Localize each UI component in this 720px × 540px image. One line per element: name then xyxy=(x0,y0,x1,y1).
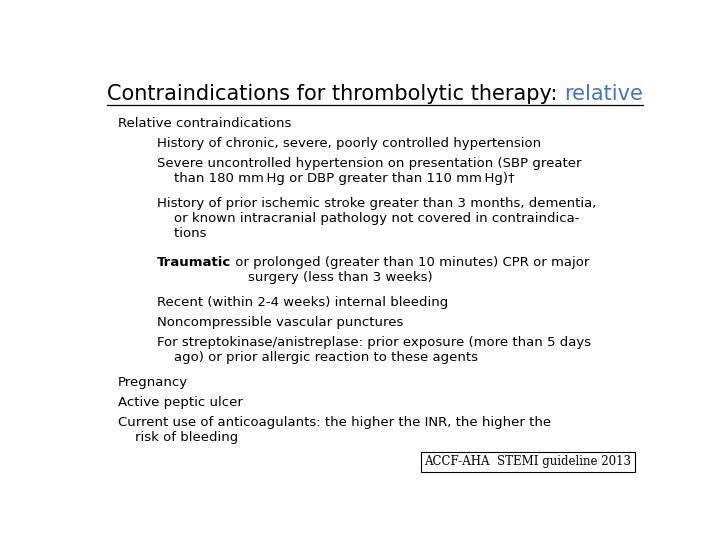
Text: Traumatic: Traumatic xyxy=(157,256,231,269)
Text: ACCF-AHA  STEMI guideline 2013: ACCF-AHA STEMI guideline 2013 xyxy=(424,455,631,468)
Text: History of prior ischemic stroke greater than 3 months, dementia,
    or known i: History of prior ischemic stroke greater… xyxy=(157,197,596,240)
Text: Severe uncontrolled hypertension on presentation (SBP greater
    than 180 mm Hg: Severe uncontrolled hypertension on pres… xyxy=(157,157,582,185)
Text: Recent (within 2-4 weeks) internal bleeding: Recent (within 2-4 weeks) internal bleed… xyxy=(157,296,449,309)
Text: For streptokinase/anistreplase: prior exposure (more than 5 days
    ago) or pri: For streptokinase/anistreplase: prior ex… xyxy=(157,336,591,365)
Text: or prolonged (greater than 10 minutes) CPR or major
    surgery (less than 3 wee: or prolonged (greater than 10 minutes) C… xyxy=(231,256,590,285)
Text: relative: relative xyxy=(564,84,643,104)
Text: Relative contraindications: Relative contraindications xyxy=(118,117,292,130)
Text: History of chronic, severe, poorly controlled hypertension: History of chronic, severe, poorly contr… xyxy=(157,137,541,150)
Text: Current use of anticoagulants: the higher the INR, the higher the
    risk of bl: Current use of anticoagulants: the highe… xyxy=(118,416,551,444)
Text: Pregnancy: Pregnancy xyxy=(118,376,188,389)
Text: Contraindications for thrombolytic therapy:: Contraindications for thrombolytic thera… xyxy=(107,84,564,104)
Text: Active peptic ulcer: Active peptic ulcer xyxy=(118,396,243,409)
Text: Noncompressible vascular punctures: Noncompressible vascular punctures xyxy=(157,316,403,329)
